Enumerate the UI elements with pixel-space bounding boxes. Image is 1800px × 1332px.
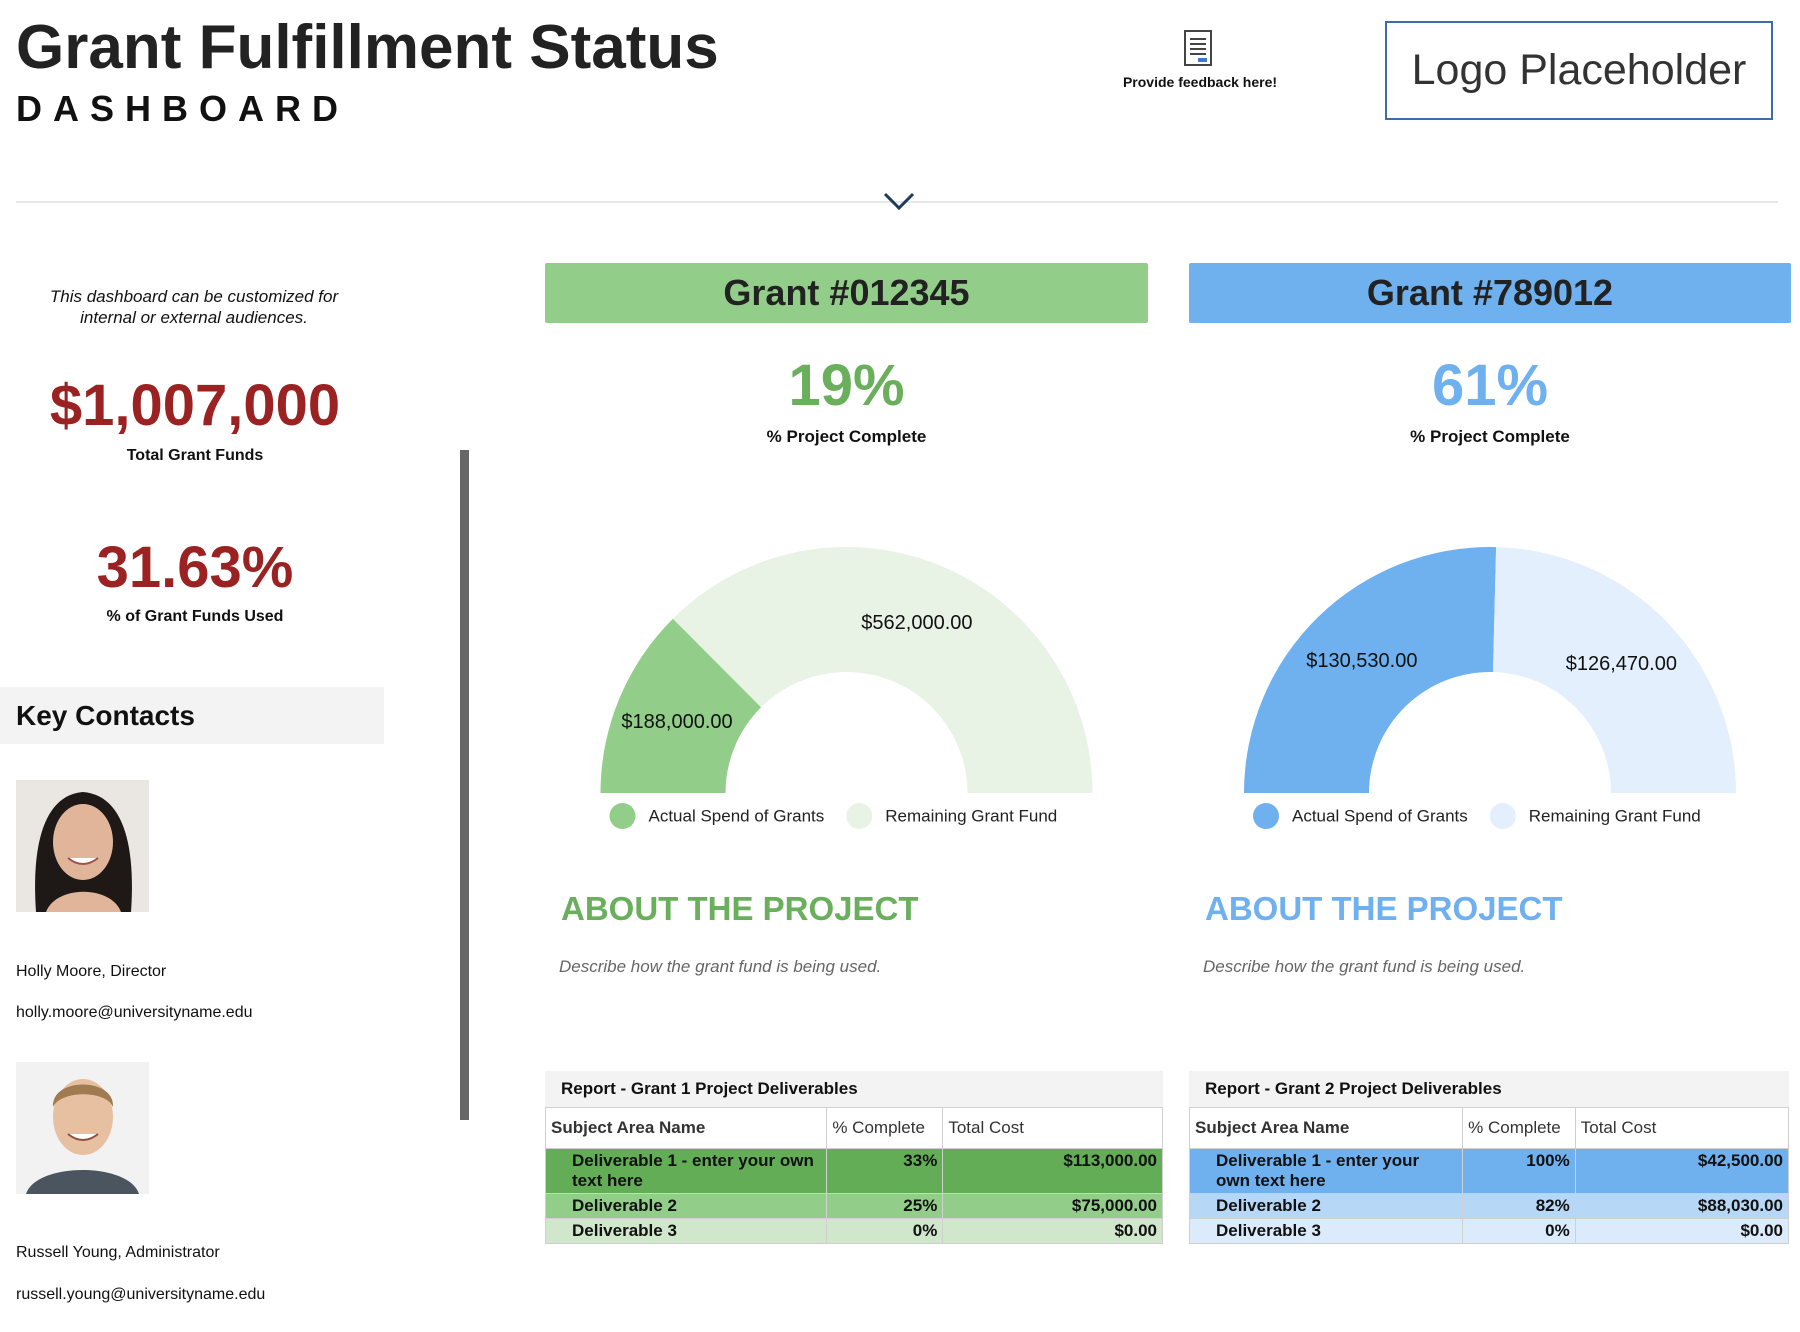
column-header: Total Cost: [942, 1107, 1163, 1149]
about-title: ABOUT THE PROJECT: [1205, 890, 1563, 927]
table-cell: Deliverable 3: [544, 1218, 828, 1244]
gauge-chart: $130,530.00 $126,470.00 Actual Spend of Gr…: [1244, 547, 1736, 829]
page-subtitle: DASHBOARD: [16, 88, 349, 129]
gauge-slice: [1493, 547, 1736, 793]
gauge-slice: [672, 547, 1093, 793]
table-cell: 0%: [826, 1218, 944, 1244]
table-cell: $0.00: [942, 1218, 1163, 1244]
table-cell: Deliverable 1 - enter your own text here: [544, 1148, 828, 1194]
table-cell: 33%: [826, 1148, 944, 1194]
gauge-value-label: $562,000.00: [861, 612, 972, 634]
table-row: Deliverable 3 0% $0.00: [544, 1218, 1163, 1244]
table-row: Deliverable 1 - enter your own text here…: [1188, 1148, 1790, 1194]
percent-complete: 19%: [788, 353, 905, 418]
about-title: ABOUT THE PROJECT: [561, 890, 919, 927]
kpi-value: 31.63%: [96, 535, 294, 600]
table-cell: 100%: [1462, 1148, 1576, 1194]
header-row: Subject Area Name% Complete Total Cost: [1188, 1107, 1790, 1149]
gauge-value-label: $130,530.00: [1306, 650, 1417, 672]
table-row: Deliverable 2 82% $88,030.00: [1188, 1193, 1790, 1219]
gauge-chart: $188,000.00 $562,000.00 Actual Spend of Gr…: [600, 547, 1093, 829]
percent-label: % Project Complete: [1410, 427, 1570, 446]
table-cell: 25%: [826, 1193, 944, 1219]
intro-text: This dashboard can be customized for int…: [49, 287, 339, 327]
contact-photo: [16, 780, 149, 912]
legend-swatch: [1489, 803, 1516, 829]
report-table: Subject Area Name% Complete Total Cost Del…: [1188, 1107, 1790, 1244]
contact-name: Holly Moore, Director: [16, 963, 167, 980]
column-header: Subject Area Name: [1188, 1107, 1464, 1149]
logo-placeholder: Logo Placeholder: [1385, 21, 1773, 120]
table-cell: Deliverable 2: [1188, 1193, 1464, 1219]
table-row: Deliverable 3 0% $0.00: [1188, 1218, 1790, 1244]
legend-label: Actual Spend of Grants: [649, 806, 825, 825]
report-table: Subject Area Name% Complete Total Cost Del…: [544, 1107, 1163, 1244]
table-cell: $42,500.00: [1574, 1148, 1790, 1194]
feedback-link[interactable]: Provide feedback here!: [1122, 74, 1278, 90]
table-cell: $0.00: [1574, 1218, 1790, 1244]
legend-swatch: [1253, 803, 1279, 829]
kpi-value: $1,007,000: [49, 373, 341, 438]
collapse-chevron[interactable]: [882, 190, 916, 214]
gauge-value-label: $188,000.00: [621, 711, 732, 733]
column-header: Total Cost: [1574, 1107, 1790, 1149]
table-cell: 0%: [1462, 1218, 1576, 1244]
column-header: % Complete: [1462, 1107, 1576, 1149]
table-cell: 82%: [1462, 1193, 1576, 1219]
gauge-slice: [600, 618, 762, 793]
kpi-label: % of Grant Funds Used: [106, 608, 284, 625]
divider: [16, 201, 1778, 203]
table-cell: $75,000.00: [942, 1193, 1163, 1219]
legend: Actual Spend of Grants Remaining Grant Fu…: [1253, 803, 1701, 829]
scroll-bar: [460, 450, 469, 1120]
page-title: Grant Fulfillment Status: [16, 13, 719, 82]
gauge-value-label: $126,470.00: [1566, 653, 1677, 675]
table-row: Deliverable 2 25% $75,000.00: [544, 1193, 1163, 1219]
header-row: Subject Area Name% Complete Total Cost: [544, 1107, 1163, 1149]
legend-swatch: [609, 803, 636, 829]
legend-label: Remaining Grant Fund: [1529, 806, 1701, 825]
table-cell: $88,030.00: [1574, 1193, 1790, 1219]
percent-label: % Project Complete: [766, 427, 927, 446]
contact-email[interactable]: russell.young@universityname.edu: [16, 1286, 266, 1303]
legend-swatch: [846, 803, 873, 829]
legend-label: Remaining Grant Fund: [885, 806, 1057, 825]
feedback-icon[interactable]: [1183, 30, 1215, 68]
grant-title: Grant #789012: [1189, 263, 1791, 323]
percent-complete: 61%: [1431, 353, 1549, 418]
contact-email[interactable]: holly.moore@universityname.edu: [16, 1004, 253, 1021]
table-cell: Deliverable 3: [1188, 1218, 1464, 1244]
legend: Actual Spend of Grants Remaining Grant Fu…: [609, 803, 1057, 829]
column-header: % Complete: [826, 1107, 944, 1149]
legend-label: Actual Spend of Grants: [1292, 806, 1468, 825]
report-title: Report - Grant 1 Project Deliverables: [545, 1071, 1163, 1107]
contacts-title: Key Contacts: [0, 687, 384, 744]
gauge-slice: [1244, 547, 1497, 793]
table-cell: Deliverable 1 - enter your own text here: [1188, 1148, 1464, 1194]
report-title: Report - Grant 2 Project Deliverables: [1189, 1071, 1789, 1107]
column-header: Subject Area Name: [544, 1107, 828, 1149]
grant-title: Grant #012345: [545, 263, 1148, 323]
table-cell: $113,000.00: [942, 1148, 1163, 1194]
contact-photo: [16, 1062, 149, 1194]
table-cell: Deliverable 2: [544, 1193, 828, 1219]
table-row: Deliverable 1 - enter your own text here…: [544, 1148, 1163, 1194]
about-text: Describe how the grant fund is being use…: [559, 957, 882, 976]
about-text: Describe how the grant fund is being use…: [1203, 957, 1526, 976]
kpi-label: Total Grant Funds: [126, 447, 264, 464]
contact-name: Russell Young, Administrator: [16, 1244, 220, 1261]
